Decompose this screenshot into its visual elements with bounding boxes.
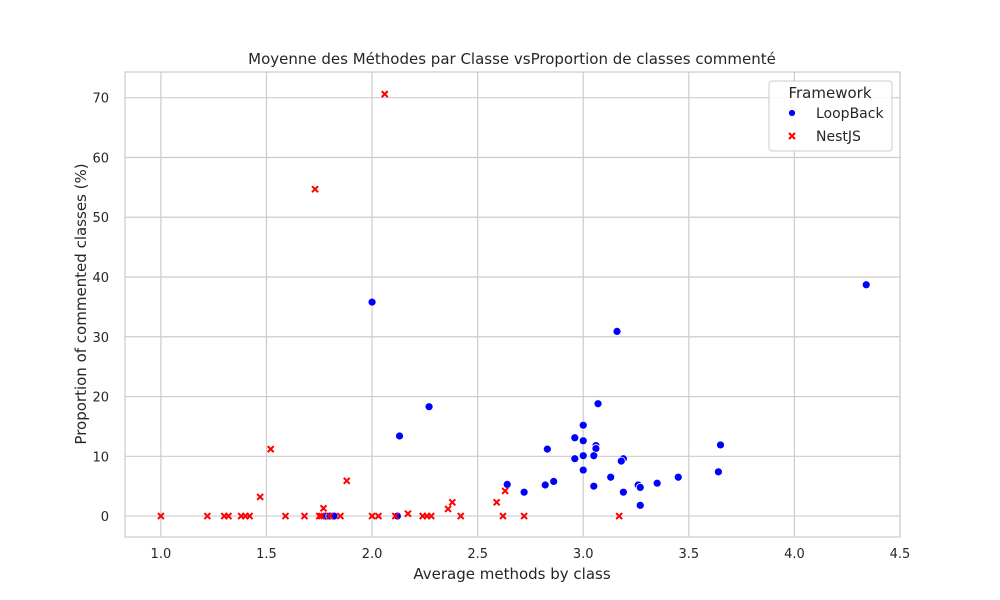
- point-loopback: [861, 280, 871, 290]
- plot-frame: [124, 71, 901, 538]
- point-loopback: [578, 451, 588, 461]
- point-nestjs: [501, 487, 509, 495]
- point-nestjs: [245, 512, 254, 520]
- point-nestjs: [203, 512, 212, 520]
- point-loopback: [612, 326, 622, 336]
- y-axis-label: Proportion of commented classes (%): [72, 163, 90, 444]
- x-axis-label: Average methods by class: [413, 565, 610, 583]
- y-tick-label: 60: [92, 151, 109, 166]
- y-tick-label: 0: [101, 510, 109, 525]
- point-nestjs: [391, 512, 400, 520]
- point-nestjs: [300, 512, 309, 520]
- point-nestjs: [326, 512, 334, 520]
- data-points: [157, 90, 871, 521]
- point-nestjs: [267, 445, 275, 453]
- x-tick-label: 1.5: [256, 547, 277, 562]
- point-nestjs: [520, 512, 528, 520]
- point-loopback: [578, 465, 588, 475]
- point-nestjs: [343, 477, 351, 485]
- y-tick-label: 70: [92, 92, 109, 107]
- point-nestjs: [281, 512, 290, 520]
- point-nestjs: [499, 512, 507, 520]
- point-loopback: [716, 440, 725, 450]
- point-loopback: [635, 500, 645, 510]
- point-loopback: [673, 472, 683, 482]
- point-nestjs: [374, 512, 383, 520]
- x-tick-label: 3.0: [573, 547, 594, 562]
- point-loopback: [589, 451, 599, 461]
- point-loopback: [606, 472, 616, 482]
- point-nestjs: [256, 493, 264, 501]
- point-loopback: [570, 454, 580, 464]
- point-loopback: [589, 481, 599, 491]
- x-axis-ticks: 1.0 1.5 2.0 2.5 3.0 3.5 4.0 4.5: [151, 547, 911, 562]
- point-nestjs: [381, 90, 389, 98]
- point-loopback: [578, 420, 588, 430]
- point-loopback: [542, 444, 552, 454]
- y-tick-label: 40: [92, 271, 109, 286]
- point-loopback: [713, 467, 723, 477]
- legend-label-nestjs: NestJS: [816, 129, 861, 145]
- point-loopback: [424, 402, 434, 412]
- legend-box: [768, 80, 893, 152]
- legend: Framework LoopBack NestJS: [768, 80, 893, 152]
- y-tick-label: 30: [92, 331, 109, 346]
- x-tick-label: 2.5: [467, 547, 488, 562]
- point-nestjs: [404, 509, 412, 518]
- point-loopback: [616, 456, 626, 466]
- legend-label-loopback: LoopBack: [816, 106, 884, 122]
- point-loopback: [549, 477, 559, 486]
- point-nestjs: [444, 505, 452, 513]
- y-axis-ticks: 0 10 20 30 40 50 60 70: [92, 92, 109, 525]
- legend-title: Framework: [788, 84, 871, 102]
- y-tick-label: 50: [92, 211, 109, 226]
- point-loopback: [540, 480, 550, 490]
- point-loopback: [652, 478, 662, 488]
- x-tick-label: 2.0: [362, 547, 383, 562]
- chart-title: Moyenne des Méthodes par Classe vsPropor…: [248, 50, 776, 68]
- point-nestjs: [157, 512, 165, 520]
- point-nestjs: [336, 512, 345, 520]
- x-tick-label: 4.5: [890, 547, 911, 562]
- point-loopback: [570, 433, 580, 443]
- point-loopback: [519, 487, 529, 497]
- x-tick-label: 3.5: [678, 547, 699, 562]
- y-tick-label: 20: [92, 391, 109, 406]
- point-loopback: [502, 480, 512, 489]
- point-nestjs: [448, 498, 457, 507]
- point-nestjs: [317, 512, 326, 520]
- x-tick-label: 4.0: [784, 547, 805, 562]
- point-loopback: [618, 487, 628, 497]
- point-nestjs: [315, 512, 323, 520]
- point-loopback: [635, 482, 645, 492]
- point-loopback: [593, 399, 603, 409]
- point-nestjs: [457, 512, 465, 520]
- point-nestjs: [492, 498, 501, 507]
- legend-marker-loopback: [788, 109, 796, 117]
- legend-marker-nestjs: [788, 132, 796, 140]
- point-nestjs: [368, 512, 376, 520]
- point-nestjs: [311, 185, 319, 193]
- point-loopback: [395, 431, 404, 441]
- point-nestjs: [615, 512, 623, 520]
- point-loopback: [591, 444, 601, 453]
- point-nestjs: [224, 512, 233, 520]
- point-nestjs: [319, 504, 328, 513]
- point-nestjs: [427, 512, 435, 520]
- y-tick-label: 10: [92, 450, 109, 465]
- point-loopback: [367, 297, 377, 307]
- point-loopback: [393, 511, 402, 521]
- point-loopback: [578, 436, 588, 446]
- x-tick-label: 1.0: [151, 547, 172, 562]
